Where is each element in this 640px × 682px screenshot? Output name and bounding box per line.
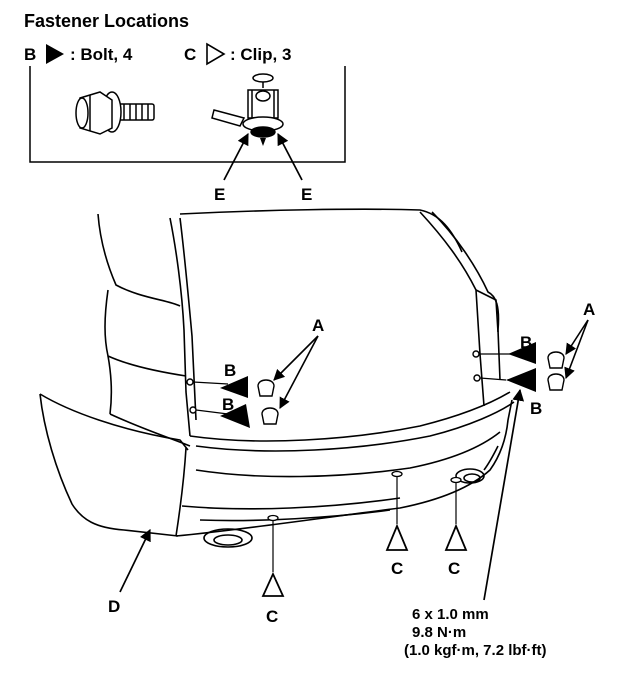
callout-b-2: B	[222, 395, 235, 414]
clip-legend-triangle	[206, 42, 226, 66]
bolt-illustration	[75, 91, 155, 135]
legend-clip-letter: C	[184, 45, 197, 64]
torque-spec-alt: (1.0 kgf·m, 7.2 lbf·ft)	[404, 642, 547, 659]
page-title: Fastener Locations	[24, 11, 190, 31]
callout-c-1: C	[266, 607, 279, 626]
callout-b-1: B	[224, 361, 237, 380]
callout-b-3: B	[520, 333, 533, 352]
clip-markers	[261, 523, 468, 597]
torque-spec-size: 6 x 1.0 mm	[412, 606, 489, 623]
callout-a-left: A	[312, 316, 325, 335]
e-arrow-left	[223, 132, 249, 181]
callout-a-right: A	[583, 300, 596, 319]
e-arrow-right	[277, 132, 303, 181]
legend-bolt-text: : Bolt, 4	[70, 45, 133, 64]
clip-holes	[267, 470, 462, 522]
d-arrow	[119, 528, 151, 593]
clip-parts-a	[257, 351, 565, 425]
torque-arrow	[483, 388, 525, 601]
callout-c-2: C	[391, 559, 404, 578]
callout-b-4: B	[530, 399, 543, 418]
callout-c-3: C	[448, 559, 461, 578]
bolt-legend-triangle	[46, 44, 64, 64]
bolt-markers	[220, 342, 536, 428]
legend-bolt-letter: B	[24, 45, 37, 64]
callout-d: D	[108, 597, 121, 616]
fastener-inset-frame	[29, 66, 346, 163]
callout-e-right: E	[301, 185, 313, 204]
vehicle-rear	[39, 208, 515, 548]
legend-clip-text: : Clip, 3	[230, 45, 292, 64]
clip-illustration	[211, 73, 284, 146]
torque-spec-nm: 9.8 N·m	[412, 624, 467, 641]
callout-e-left: E	[214, 185, 226, 204]
